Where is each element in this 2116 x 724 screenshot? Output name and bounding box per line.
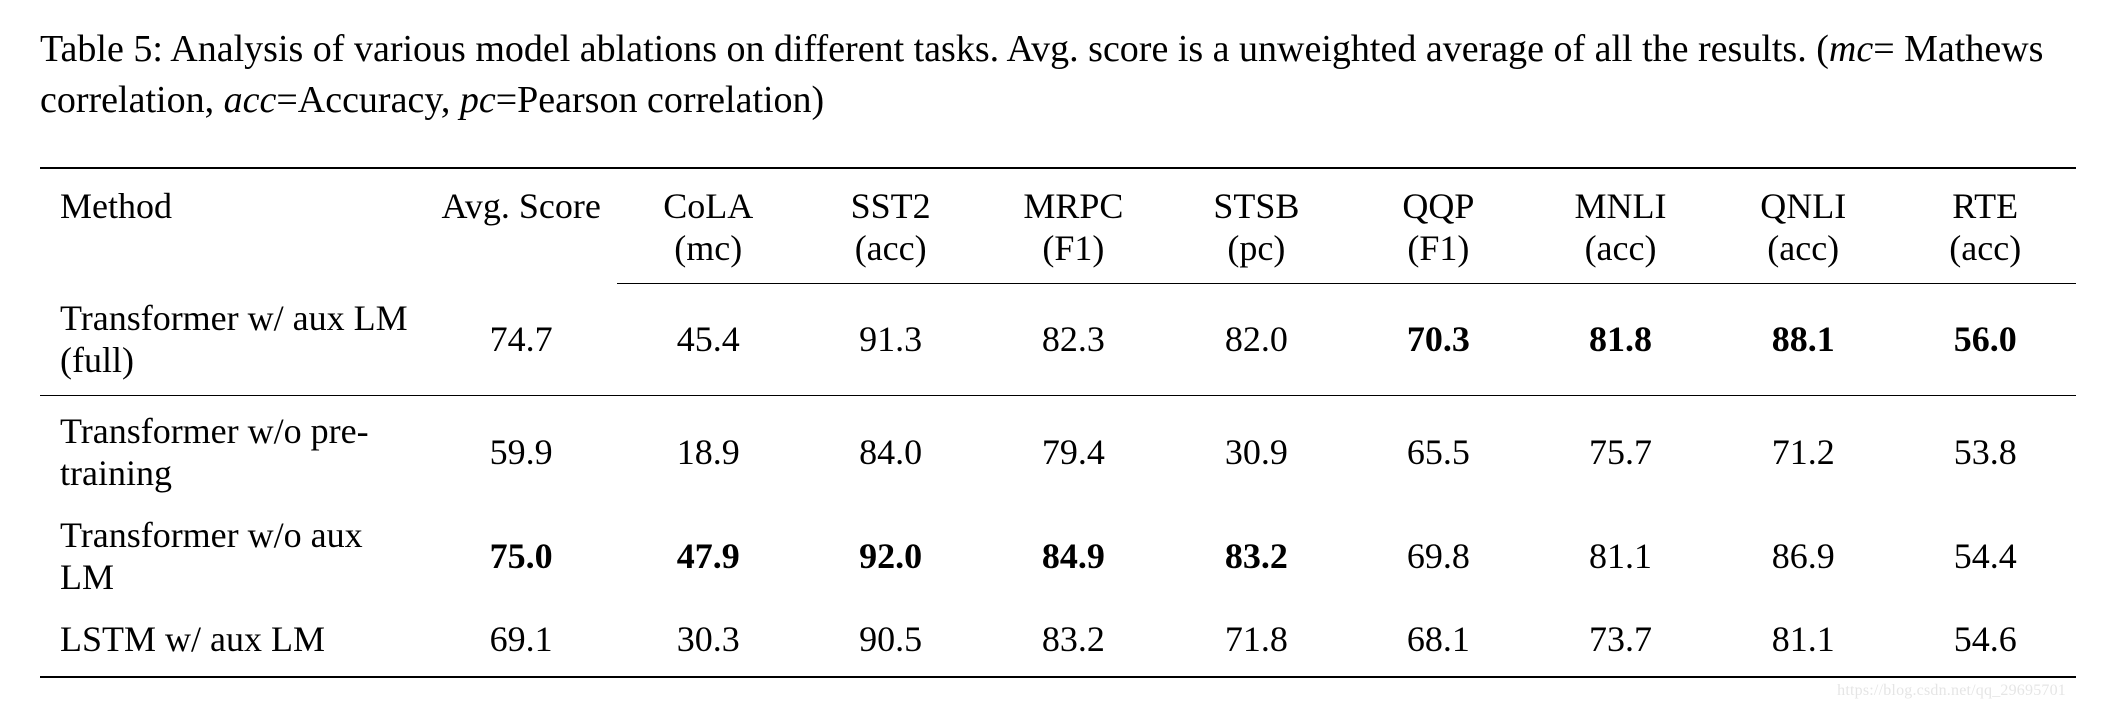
col-avg: Avg. Score [425,168,616,284]
cell-method: LSTM w/ aux LM [40,608,425,677]
cell-value: 73.7 [1529,608,1712,677]
mc-abbr: mc [1829,28,1873,70]
cell-value: 56.0 [1894,283,2076,396]
metric-stsb: (pc) [1165,227,1347,284]
cell-value: 90.5 [800,608,982,677]
metric-rte: (acc) [1894,227,2076,284]
acc-abbr: acc [224,79,277,121]
col-cola: CoLA [617,168,800,227]
col-rte: RTE [1894,168,2076,227]
cell-value: 65.5 [1348,396,1529,505]
metric-mrpc: (F1) [982,227,1165,284]
cell-value: 30.3 [617,608,800,677]
cell-value: 81.8 [1529,283,1712,396]
pc-def: =Pearson correlation) [496,79,824,121]
col-sst2: SST2 [800,168,982,227]
col-qqp: QQP [1348,168,1529,227]
caption-text: Table 5: Analysis of various model ablat… [40,28,1829,70]
cell-value: 81.1 [1529,504,1712,608]
cell-value: 30.9 [1165,396,1347,505]
table-caption: Table 5: Analysis of various model ablat… [40,24,2076,127]
results-table: Method Avg. Score CoLA SST2 MRPC STSB QQ… [40,167,2076,679]
col-mrpc: MRPC [982,168,1165,227]
cell-value: 54.6 [1894,608,2076,677]
col-mnli: MNLI [1529,168,1712,227]
cell-method: Transformer w/o aux LM [40,504,425,608]
col-method: Method [40,168,425,284]
cell-value: 69.1 [425,608,616,677]
cell-value: 83.2 [1165,504,1347,608]
cell-value: 74.7 [425,283,616,396]
cell-value: 71.8 [1165,608,1347,677]
table-row: Transformer w/o pre-training59.918.984.0… [40,396,2076,505]
watermark: https://blog.csdn.net/qq_29695701 [40,682,2076,700]
cell-value: 59.9 [425,396,616,505]
cell-value: 84.0 [800,396,982,505]
cell-value: 79.4 [982,396,1165,505]
pc-abbr: pc [460,79,496,121]
table-body: Transformer w/ aux LM (full)74.745.491.3… [40,283,2076,677]
acc-def: =Accuracy, [276,79,460,121]
table-row: LSTM w/ aux LM69.130.390.583.271.868.173… [40,608,2076,677]
metric-qqp: (F1) [1348,227,1529,284]
cell-value: 68.1 [1348,608,1529,677]
cell-value: 91.3 [800,283,982,396]
cell-value: 86.9 [1712,504,1894,608]
cell-method: Transformer w/ aux LM (full) [40,283,425,396]
cell-value: 83.2 [982,608,1165,677]
cell-value: 45.4 [617,283,800,396]
cell-value: 71.2 [1712,396,1894,505]
cell-value: 82.0 [1165,283,1347,396]
table-row: Transformer w/o aux LM75.047.992.084.983… [40,504,2076,608]
cell-value: 18.9 [617,396,800,505]
table-row: Transformer w/ aux LM (full)74.745.491.3… [40,283,2076,396]
col-qnli: QNLI [1712,168,1894,227]
cell-value: 81.1 [1712,608,1894,677]
cell-value: 88.1 [1712,283,1894,396]
metric-sst2: (acc) [800,227,982,284]
cell-value: 54.4 [1894,504,2076,608]
metric-qnli: (acc) [1712,227,1894,284]
metric-mnli: (acc) [1529,227,1712,284]
metric-cola: (mc) [617,227,800,284]
cell-method: Transformer w/o pre-training [40,396,425,505]
cell-value: 75.7 [1529,396,1712,505]
col-stsb: STSB [1165,168,1347,227]
cell-value: 92.0 [800,504,982,608]
cell-value: 53.8 [1894,396,2076,505]
cell-value: 82.3 [982,283,1165,396]
cell-value: 70.3 [1348,283,1529,396]
cell-value: 47.9 [617,504,800,608]
cell-value: 69.8 [1348,504,1529,608]
cell-value: 84.9 [982,504,1165,608]
cell-value: 75.0 [425,504,616,608]
